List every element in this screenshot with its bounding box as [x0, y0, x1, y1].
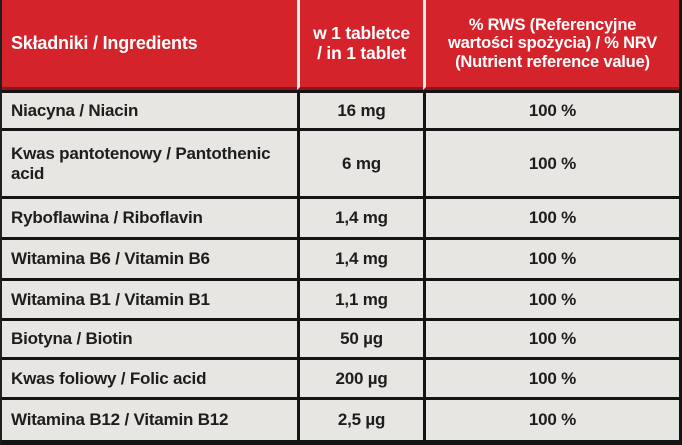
nrv-cell: 100 % — [423, 397, 679, 440]
header-nrv-line-3: (Nutrient reference value) — [455, 52, 650, 71]
amount-cell: 1,4 mg — [297, 196, 423, 237]
ingredient-cell: Kwas foliowy / Folic acid — [2, 357, 297, 397]
nrv-cell: 100 % — [423, 357, 679, 397]
header-nrv-line-1: % RWS (Referencyjne — [468, 15, 637, 34]
amount-cell: 16 mg — [297, 90, 423, 128]
header-ingredients: Składniki / Ingredients — [2, 0, 297, 90]
amount-cell: 1,1 mg — [297, 278, 423, 318]
ingredient-cell: Witamina B12 / Vitamin B12 — [2, 397, 297, 440]
nrv-cell: 100 % — [423, 278, 679, 318]
amount-cell: 1,4 mg — [297, 237, 423, 278]
header-nrv-line-2: wartości spożycia) / % NRV — [447, 34, 658, 53]
nrv-cell: 100 % — [423, 90, 679, 128]
ingredient-cell: Kwas pantotenowy / Pantothenic acid — [2, 128, 297, 196]
amount-cell: 2,5 µg — [297, 397, 423, 440]
amount-cell: 200 µg — [297, 357, 423, 397]
nrv-cell: 100 % — [423, 128, 679, 196]
ingredient-cell: Biotyna / Biotin — [2, 318, 297, 357]
header-amount-per-tablet: w 1 tabletce / in 1 tablet — [297, 0, 423, 90]
ingredient-cell: Witamina B6 / Vitamin B6 — [2, 237, 297, 278]
header-amount-line-2: / in 1 tablet — [317, 42, 406, 63]
nrv-cell: 100 % — [423, 237, 679, 278]
ingredient-cell: Witamina B1 / Vitamin B1 — [2, 278, 297, 318]
amount-cell: 50 µg — [297, 318, 423, 357]
ingredient-cell: Ryboflawina / Riboflavin — [2, 196, 297, 237]
amount-cell: 6 mg — [297, 128, 423, 196]
nrv-cell: 100 % — [423, 196, 679, 237]
nrv-cell: 100 % — [423, 318, 679, 357]
header-nrv-percent: % RWS (Referencyjne wartości spożycia) /… — [423, 0, 679, 90]
header-amount-line-1: w 1 tabletce — [313, 22, 410, 43]
ingredient-cell: Niacyna / Niacin — [2, 90, 297, 128]
